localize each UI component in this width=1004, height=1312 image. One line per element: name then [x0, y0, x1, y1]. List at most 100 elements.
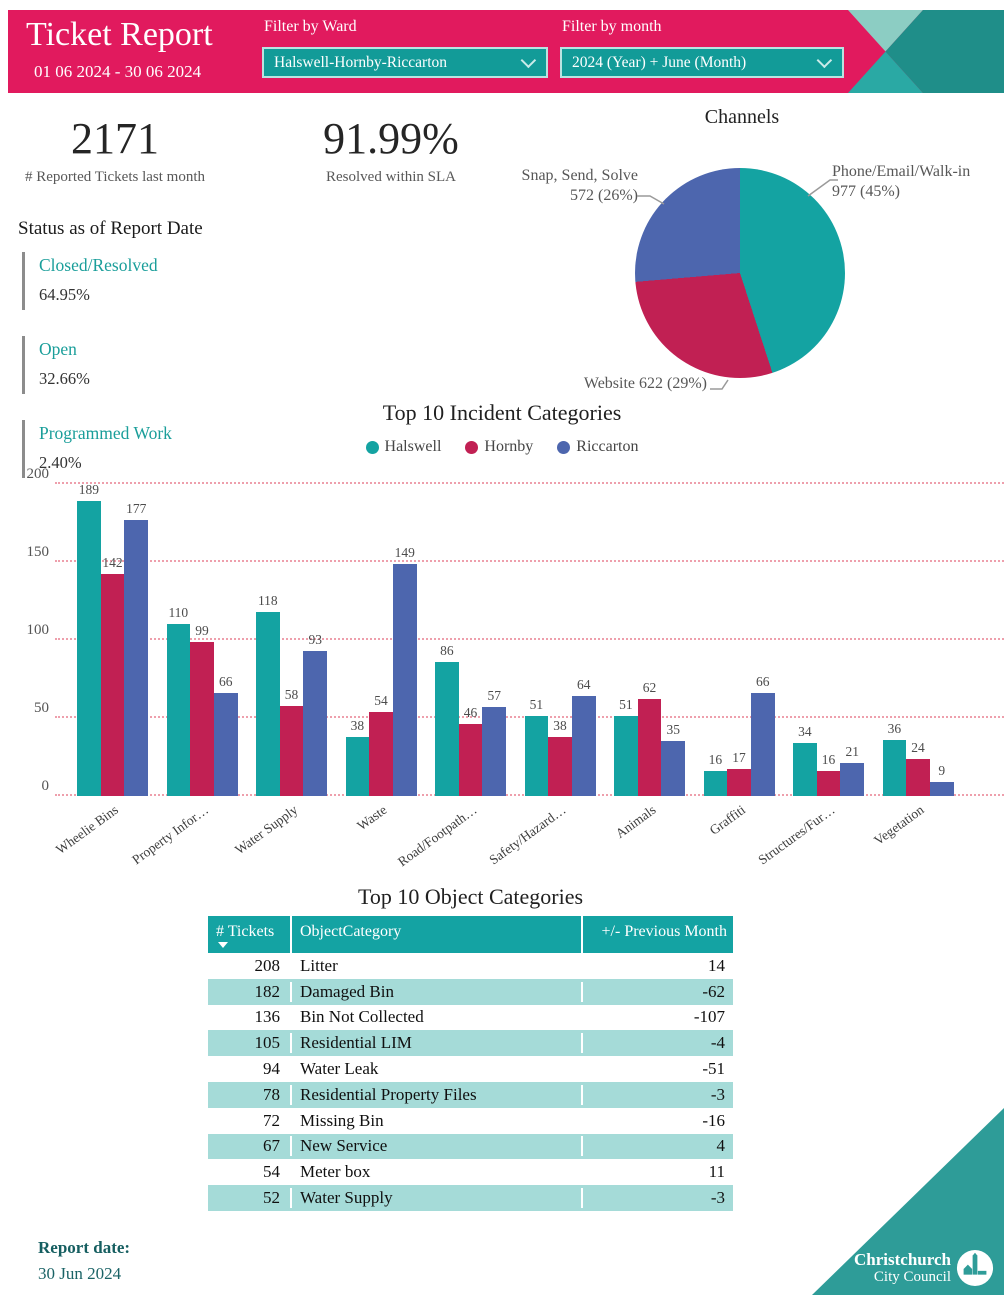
bar-halswell-water-supply[interactable] [256, 611, 280, 796]
bar-riccarton-structures-fur[interactable] [840, 763, 865, 796]
cell-tickets: 105 [254, 1033, 281, 1053]
channels-pie[interactable] [635, 168, 845, 378]
bar-hornby-wheelie-bins[interactable] [100, 574, 125, 796]
bar-value-label: 21 [845, 744, 859, 760]
bar-value-label: 51 [529, 697, 544, 713]
bar-hornby-graffiti[interactable] [727, 769, 751, 796]
status-value: 32.66% [39, 369, 90, 388]
kpi-reported-tickets: 2171 # Reported Tickets last month [16, 114, 214, 186]
pie-label-snap-send-solve: Snap, Send, Solve 572 (26%) [486, 166, 638, 207]
ward-filter-value: Halswell-Hornby-Riccarton [274, 53, 448, 71]
gridline-200 [55, 482, 1004, 484]
x-axis-label-structures-fur: Structures/Fur… [755, 802, 838, 868]
christchurch-city-council-logo: Christchurch City Council [854, 1249, 994, 1287]
bar-value-label: 51 [619, 697, 633, 713]
bar-riccarton-wheelie-bins[interactable] [124, 519, 149, 796]
bar-hornby-safety-hazard[interactable] [548, 736, 572, 796]
ward-filter-dropdown[interactable]: Halswell-Hornby-Riccarton [262, 47, 548, 78]
logo-line2: City Council [873, 1269, 951, 1286]
bar-halswell-vegetation[interactable] [882, 739, 907, 796]
bar-halswell-structures-fur[interactable] [793, 742, 817, 796]
bar-hornby-waste[interactable] [369, 711, 393, 796]
table-row-residential-property-files[interactable]: 78 Residential Property Files -3 [208, 1081, 733, 1108]
table-row-litter[interactable]: 208 Litter 14 [208, 953, 733, 979]
bar-value-label: 58 [284, 686, 299, 702]
bar-hornby-water-supply[interactable] [279, 705, 304, 796]
bar-halswell-graffiti[interactable] [703, 771, 728, 796]
bar-riccarton-road-footpath[interactable] [482, 707, 507, 796]
kpi-reported-tickets-label: # Reported Tickets last month [25, 168, 205, 185]
bar-hornby-road-footpath[interactable] [458, 724, 483, 796]
cell-previous-month: 11 [581, 1162, 733, 1183]
pie-label-line: 572 (26%) [570, 187, 638, 205]
cell-tickets: 54 [263, 1162, 280, 1182]
bar-value-label: 177 [126, 500, 147, 516]
table-row-water-supply[interactable]: 52 Water Supply -3 [208, 1185, 733, 1211]
bar-value-label: 149 [394, 544, 415, 560]
bar-riccarton-graffiti[interactable] [750, 693, 775, 796]
report-date-range: 01 06 2024 - 30 06 2024 [34, 62, 202, 81]
bar-riccarton-safety-hazard[interactable] [571, 696, 596, 796]
bar-riccarton-waste[interactable] [392, 563, 417, 796]
legend-item-riccarton[interactable]: Riccarton [557, 438, 638, 456]
table-row-missing-bin[interactable]: 72 Missing Bin -16 [208, 1108, 733, 1134]
column-header-tickets-label: # Tickets [216, 923, 275, 940]
column-header-category[interactable]: ObjectCategory [290, 916, 581, 953]
table-row-water-leak[interactable]: 94 Water Leak -51 [208, 1056, 733, 1082]
table-row-new-service[interactable]: 67 New Service 4 [208, 1133, 733, 1160]
bar-value-label: 142 [102, 555, 123, 571]
incident-chart-title: Top 10 Incident Categories [382, 400, 622, 425]
legend-item-hornby[interactable]: Hornby [465, 438, 533, 456]
bar-value-label: 118 [257, 592, 278, 608]
cell-tickets: 67 [263, 1136, 280, 1156]
cell-previous-month: -51 [581, 1059, 733, 1080]
bar-hornby-vegetation[interactable] [906, 758, 930, 796]
bar-halswell-wheelie-bins[interactable] [77, 501, 101, 796]
bar-halswell-property-infor[interactable] [166, 624, 191, 796]
bar-value-label: 99 [195, 622, 209, 638]
incident-chart-plot: 0 50 100 150 200 189 142 177 Wheelie Bins 110 99 66… [27, 466, 1004, 869]
bar-group-road-footpath: 86 46 57 [435, 484, 507, 796]
object-table-header: # Tickets ObjectCategory +/- Previous Mo… [208, 916, 733, 953]
bar-value-label: 24 [911, 739, 925, 755]
bar-riccarton-vegetation[interactable] [929, 781, 954, 796]
object-table-body: 208 Litter 14 182 Damaged Bin -62 136 Bin Not C… [208, 953, 733, 1211]
bar-value-label: 38 [553, 717, 567, 733]
bar-group-graffiti: 16 17 66 [703, 484, 775, 796]
bar-hornby-animals[interactable] [637, 699, 662, 796]
bar-value-label: 66 [755, 674, 770, 690]
bar-halswell-safety-hazard[interactable] [524, 716, 549, 796]
bar-riccarton-water-supply[interactable] [303, 650, 328, 796]
legend-item-halswell[interactable]: Halswell [365, 438, 441, 456]
status-value: 2.40% [39, 453, 82, 472]
bar-halswell-waste[interactable] [345, 736, 370, 796]
report-header: Ticket Report 01 06 2024 - 30 06 2024 Fi… [8, 10, 1004, 93]
table-row-damaged-bin[interactable]: 182 Damaged Bin -62 [208, 978, 733, 1005]
bar-value-label: 189 [78, 482, 99, 498]
bar-hornby-property-infor[interactable] [190, 641, 214, 796]
month-filter-dropdown[interactable]: 2024 (Year) + June (Month) [560, 47, 844, 78]
bar-value-label: 86 [440, 642, 454, 658]
object-table-title: Top 10 Object Categories [357, 884, 584, 909]
bar-halswell-animals[interactable] [614, 716, 638, 796]
bar-value-label: 36 [887, 720, 902, 736]
bar-hornby-structures-fur[interactable] [816, 771, 841, 796]
table-row-residential-lim[interactable]: 105 Residential LIM -4 [208, 1030, 733, 1057]
cell-previous-month: -107 [581, 1007, 733, 1028]
bar-halswell-road-footpath[interactable] [435, 661, 459, 796]
column-header-previous-month[interactable]: +/- Previous Month [581, 916, 733, 953]
table-row-bin-not-collected[interactable]: 136 Bin Not Collected -107 [208, 1005, 733, 1031]
header-decoration [848, 10, 1004, 93]
column-header-tickets[interactable]: # Tickets [208, 916, 290, 953]
x-axis-label-graffiti: Graffiti [706, 802, 748, 838]
status-label: Closed/Resolved [39, 255, 158, 275]
table-row-meter-box[interactable]: 54 Meter box 11 [208, 1159, 733, 1185]
bar-riccarton-property-infor[interactable] [213, 693, 238, 796]
header-decoration-block [923, 10, 1004, 93]
status-list: Closed/Resolved 64.95% Open 32.66% Programme… [22, 252, 242, 504]
bar-riccarton-animals[interactable] [661, 741, 686, 796]
channels-chart-title: Channels [704, 106, 780, 128]
x-axis-label-waste: Waste [354, 802, 390, 834]
bar-group-wheelie-bins: 189 142 177 [77, 482, 149, 796]
chevron-down-icon [816, 52, 833, 69]
